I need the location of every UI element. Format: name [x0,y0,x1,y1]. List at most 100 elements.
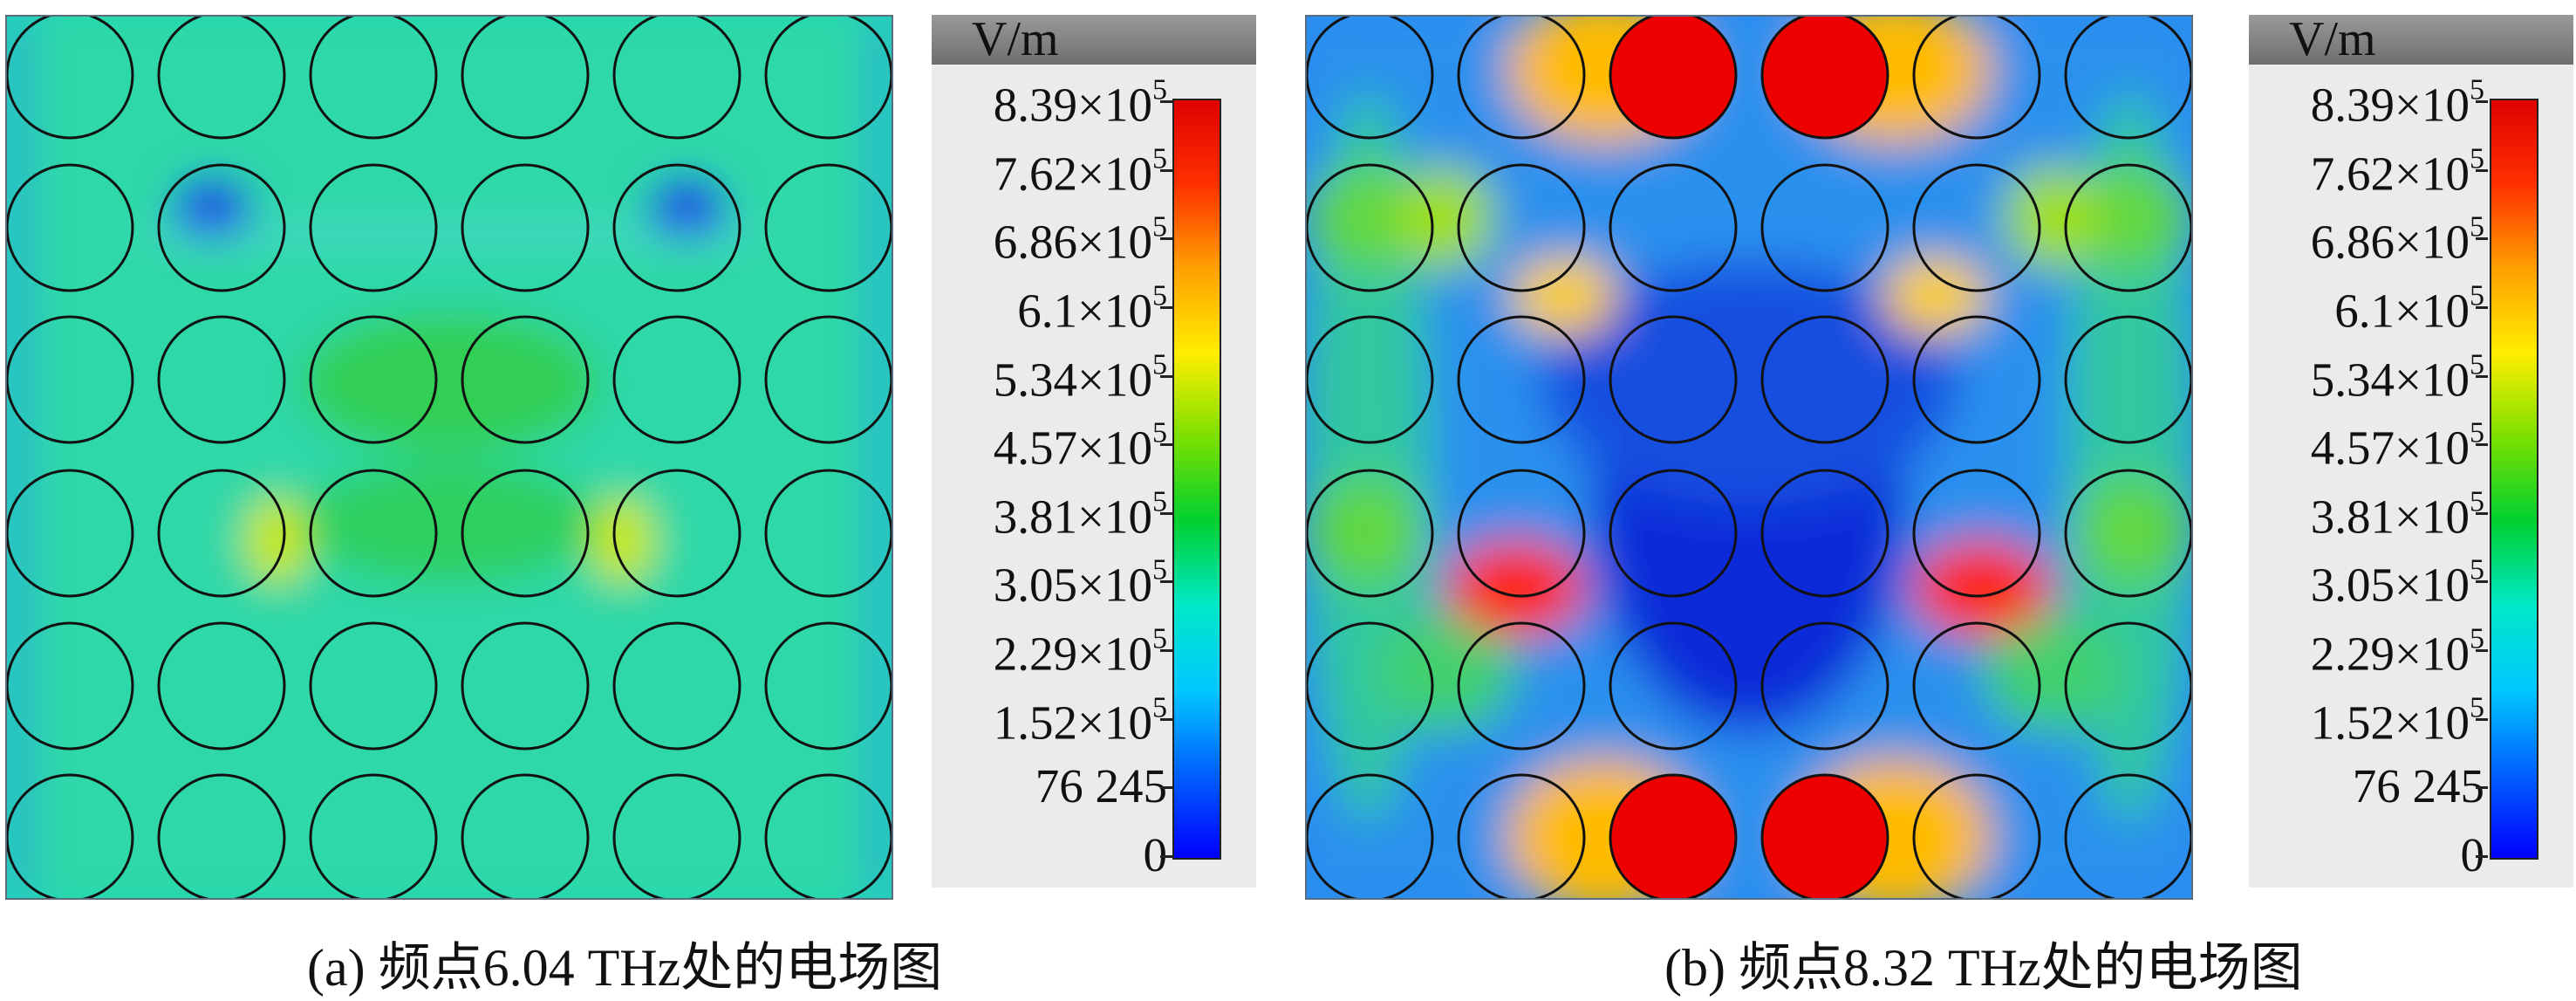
rod-circle [764,773,892,898]
rod-circle [7,621,134,751]
colorbar-tick-mark [2476,100,2488,103]
rod-circle [1760,17,1889,140]
colorbar-tick-mark [2476,649,2488,653]
colorbar-tick-label: 0 [2460,828,2485,881]
colorbar-ticks-a: 8.39×105 7.62×105 6.86×105 6.1×105 5.34×105 4… [897,0,1172,1000]
rod-circle [764,469,892,598]
rod-circle [612,17,741,140]
colorbar-tick-mark [2476,237,2488,241]
rod-circle [157,315,286,444]
rod-circle [1760,163,1889,292]
rod-circle [612,621,741,751]
rod-circle [612,163,741,292]
rod-circle [7,315,134,444]
rod-circle [157,469,286,598]
rod-circle [309,315,438,444]
colorbar-gradient-b [2490,99,2538,860]
rod-circle [1457,163,1586,292]
rod-circle [1760,469,1889,598]
colorbar-tick-label: 4.57×105 [993,416,1167,475]
rod-circle [1912,621,2041,751]
colorbar-ticks-b: 8.39×105 7.62×105 6.86×105 6.1×105 5.34×105 4… [2212,0,2488,1000]
rod-circle [612,315,741,444]
rod-circles-a [7,17,892,898]
field-map-b [1305,15,2193,900]
rod-circle [2064,315,2191,444]
rod-circle [7,469,134,598]
colorbar-tick-mark [2476,443,2488,447]
rod-circle [461,773,590,898]
rod-circle [2064,17,2191,140]
rod-circle [1760,773,1889,898]
rod-circle [461,469,590,598]
colorbar-tick-mark [1160,580,1172,584]
rod-circle [157,621,286,751]
rod-circle [1912,17,2041,140]
colorbar-tick-label: 6.1×105 [1017,279,1167,338]
colorbar-tick-mark [1160,786,1172,790]
colorbar-tick-mark [2476,855,2488,858]
rod-circle [1609,17,1738,140]
rod-circle [612,469,741,598]
colorbar-tick-label: 6.86×105 [993,210,1167,269]
colorbar-tick-mark [2476,786,2488,790]
rod-circle [309,469,438,598]
rod-circle [1609,621,1738,751]
colorbar-tick-label: 8.39×105 [2310,73,2484,132]
colorbar-tick-mark [1160,855,1172,858]
colorbar-tick-mark [1160,305,1172,309]
rod-circle [2064,163,2191,292]
rod-circle [612,773,741,898]
rod-circle [7,773,134,898]
rod-circle [1307,621,1434,751]
rod-circle [309,17,438,140]
colorbar-tick-label: 76 245 [2352,759,2484,813]
rod-circle [764,17,892,140]
rod-circle [461,17,590,140]
colorbar-tick-mark [2476,580,2488,584]
rod-circle [1457,17,1586,140]
rod-circle [309,773,438,898]
colorbar-tick-label: 3.05×105 [2310,553,2484,613]
rod-circle [1307,17,1434,140]
colorbar-tick-mark [2476,305,2488,309]
rod-circle [2064,469,2191,598]
rod-circle [1609,163,1738,292]
colorbar-tick-label: 3.81×105 [2310,485,2484,544]
rod-circle [1609,469,1738,598]
rod-circle [1457,315,1586,444]
colorbar-tick-mark [2476,168,2488,172]
colorbar-tick-label: 8.39×105 [993,73,1167,132]
rod-circle [1307,163,1434,292]
colorbar-tick-label: 76 245 [1035,759,1167,813]
rod-circle [7,17,134,140]
rod-circle [1457,773,1586,898]
rod-circle [764,163,892,292]
field-peaks-b [1610,17,1888,898]
colorbar-tick-label: 7.62×105 [2310,141,2484,201]
rod-circle [461,621,590,751]
field-hotspots-b [1307,17,2191,898]
colorbar-tick-label: 4.57×105 [2310,416,2484,475]
caption-b: (b) 频点8.32 THz处的电场图 [1664,939,2303,997]
colorbar-tick-label: 3.05×105 [993,553,1167,613]
rod-circle [764,621,892,751]
colorbar-tick-mark [1160,100,1172,103]
colorbar-tick-label: 1.52×105 [2310,691,2484,750]
rod-circle [2064,773,2191,898]
colorbar-tick-label: 0 [1143,828,1168,881]
field-map-b-svg [1307,17,2191,898]
rod-circle [7,163,134,292]
rod-circle [1457,469,1586,598]
rod-circle [764,315,892,444]
colorbar-unit-b: V/m [2249,15,2573,65]
colorbar-tick-label: 1.52×105 [993,691,1167,750]
colorbar-tick-label: 6.86×105 [2310,210,2484,269]
colorbar-tick-mark [1160,511,1172,515]
rod-circle [157,773,286,898]
rod-circle [1760,315,1889,444]
rod-circle [1912,469,2041,598]
rod-circle [2064,621,2191,751]
colorbar-gradient-a [1172,99,1221,860]
field-map-a-svg [7,17,892,898]
